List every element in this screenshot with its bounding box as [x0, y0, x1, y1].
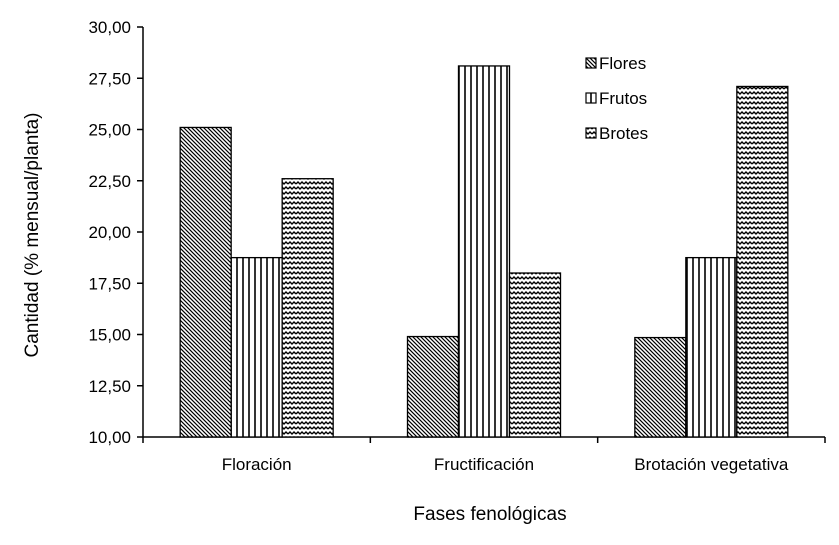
y-tick-label: 25,00 — [88, 121, 131, 140]
y-tick-label: 15,00 — [88, 326, 131, 345]
bars — [179, 65, 789, 438]
bar-brotes-1 — [281, 178, 334, 438]
bar-frutos-3 — [685, 256, 738, 438]
y-tick-label: 12,50 — [88, 377, 131, 396]
legend-swatch — [585, 127, 597, 139]
legend-label: Brotes — [599, 124, 648, 143]
legend-swatch — [585, 92, 597, 104]
bar-flores-1 — [179, 126, 232, 438]
legend-label: Frutos — [599, 89, 647, 108]
bar-brotes-3 — [736, 85, 789, 438]
bar-flores-3 — [634, 336, 687, 438]
y-tick-label: 22,50 — [88, 172, 131, 191]
y-tick-label: 30,00 — [88, 18, 131, 37]
y-axis: 10,00 12,50 15,00 17,50 20,00 22,50 25,00 27,50… — [88, 18, 144, 447]
y-tick-label: 20,00 — [88, 223, 131, 242]
legend: Flores Frutos Brotes — [585, 54, 648, 143]
y-tick-label: 17,50 — [88, 274, 131, 293]
y-tick-label: 27,50 — [88, 69, 131, 88]
legend-swatch — [585, 57, 597, 69]
x-category-label: Brotación vegetativa — [634, 455, 789, 474]
x-axis: Floración Fructificación Brotación vegetat… — [142, 436, 826, 474]
bar-frutos-2 — [457, 65, 511, 438]
bar-brotes-2 — [508, 272, 562, 438]
bar-frutos-1 — [230, 256, 283, 438]
y-axis-title: Cantidad (% mensual/planta) — [22, 112, 43, 357]
y-tick-label: 10,00 — [88, 428, 131, 447]
bar-flores-2 — [406, 335, 460, 438]
x-category-label: Fructificación — [434, 455, 534, 474]
x-axis-title: Fases fenológicas — [413, 504, 566, 525]
legend-label: Flores — [599, 54, 646, 73]
x-category-label: Floración — [222, 455, 292, 474]
